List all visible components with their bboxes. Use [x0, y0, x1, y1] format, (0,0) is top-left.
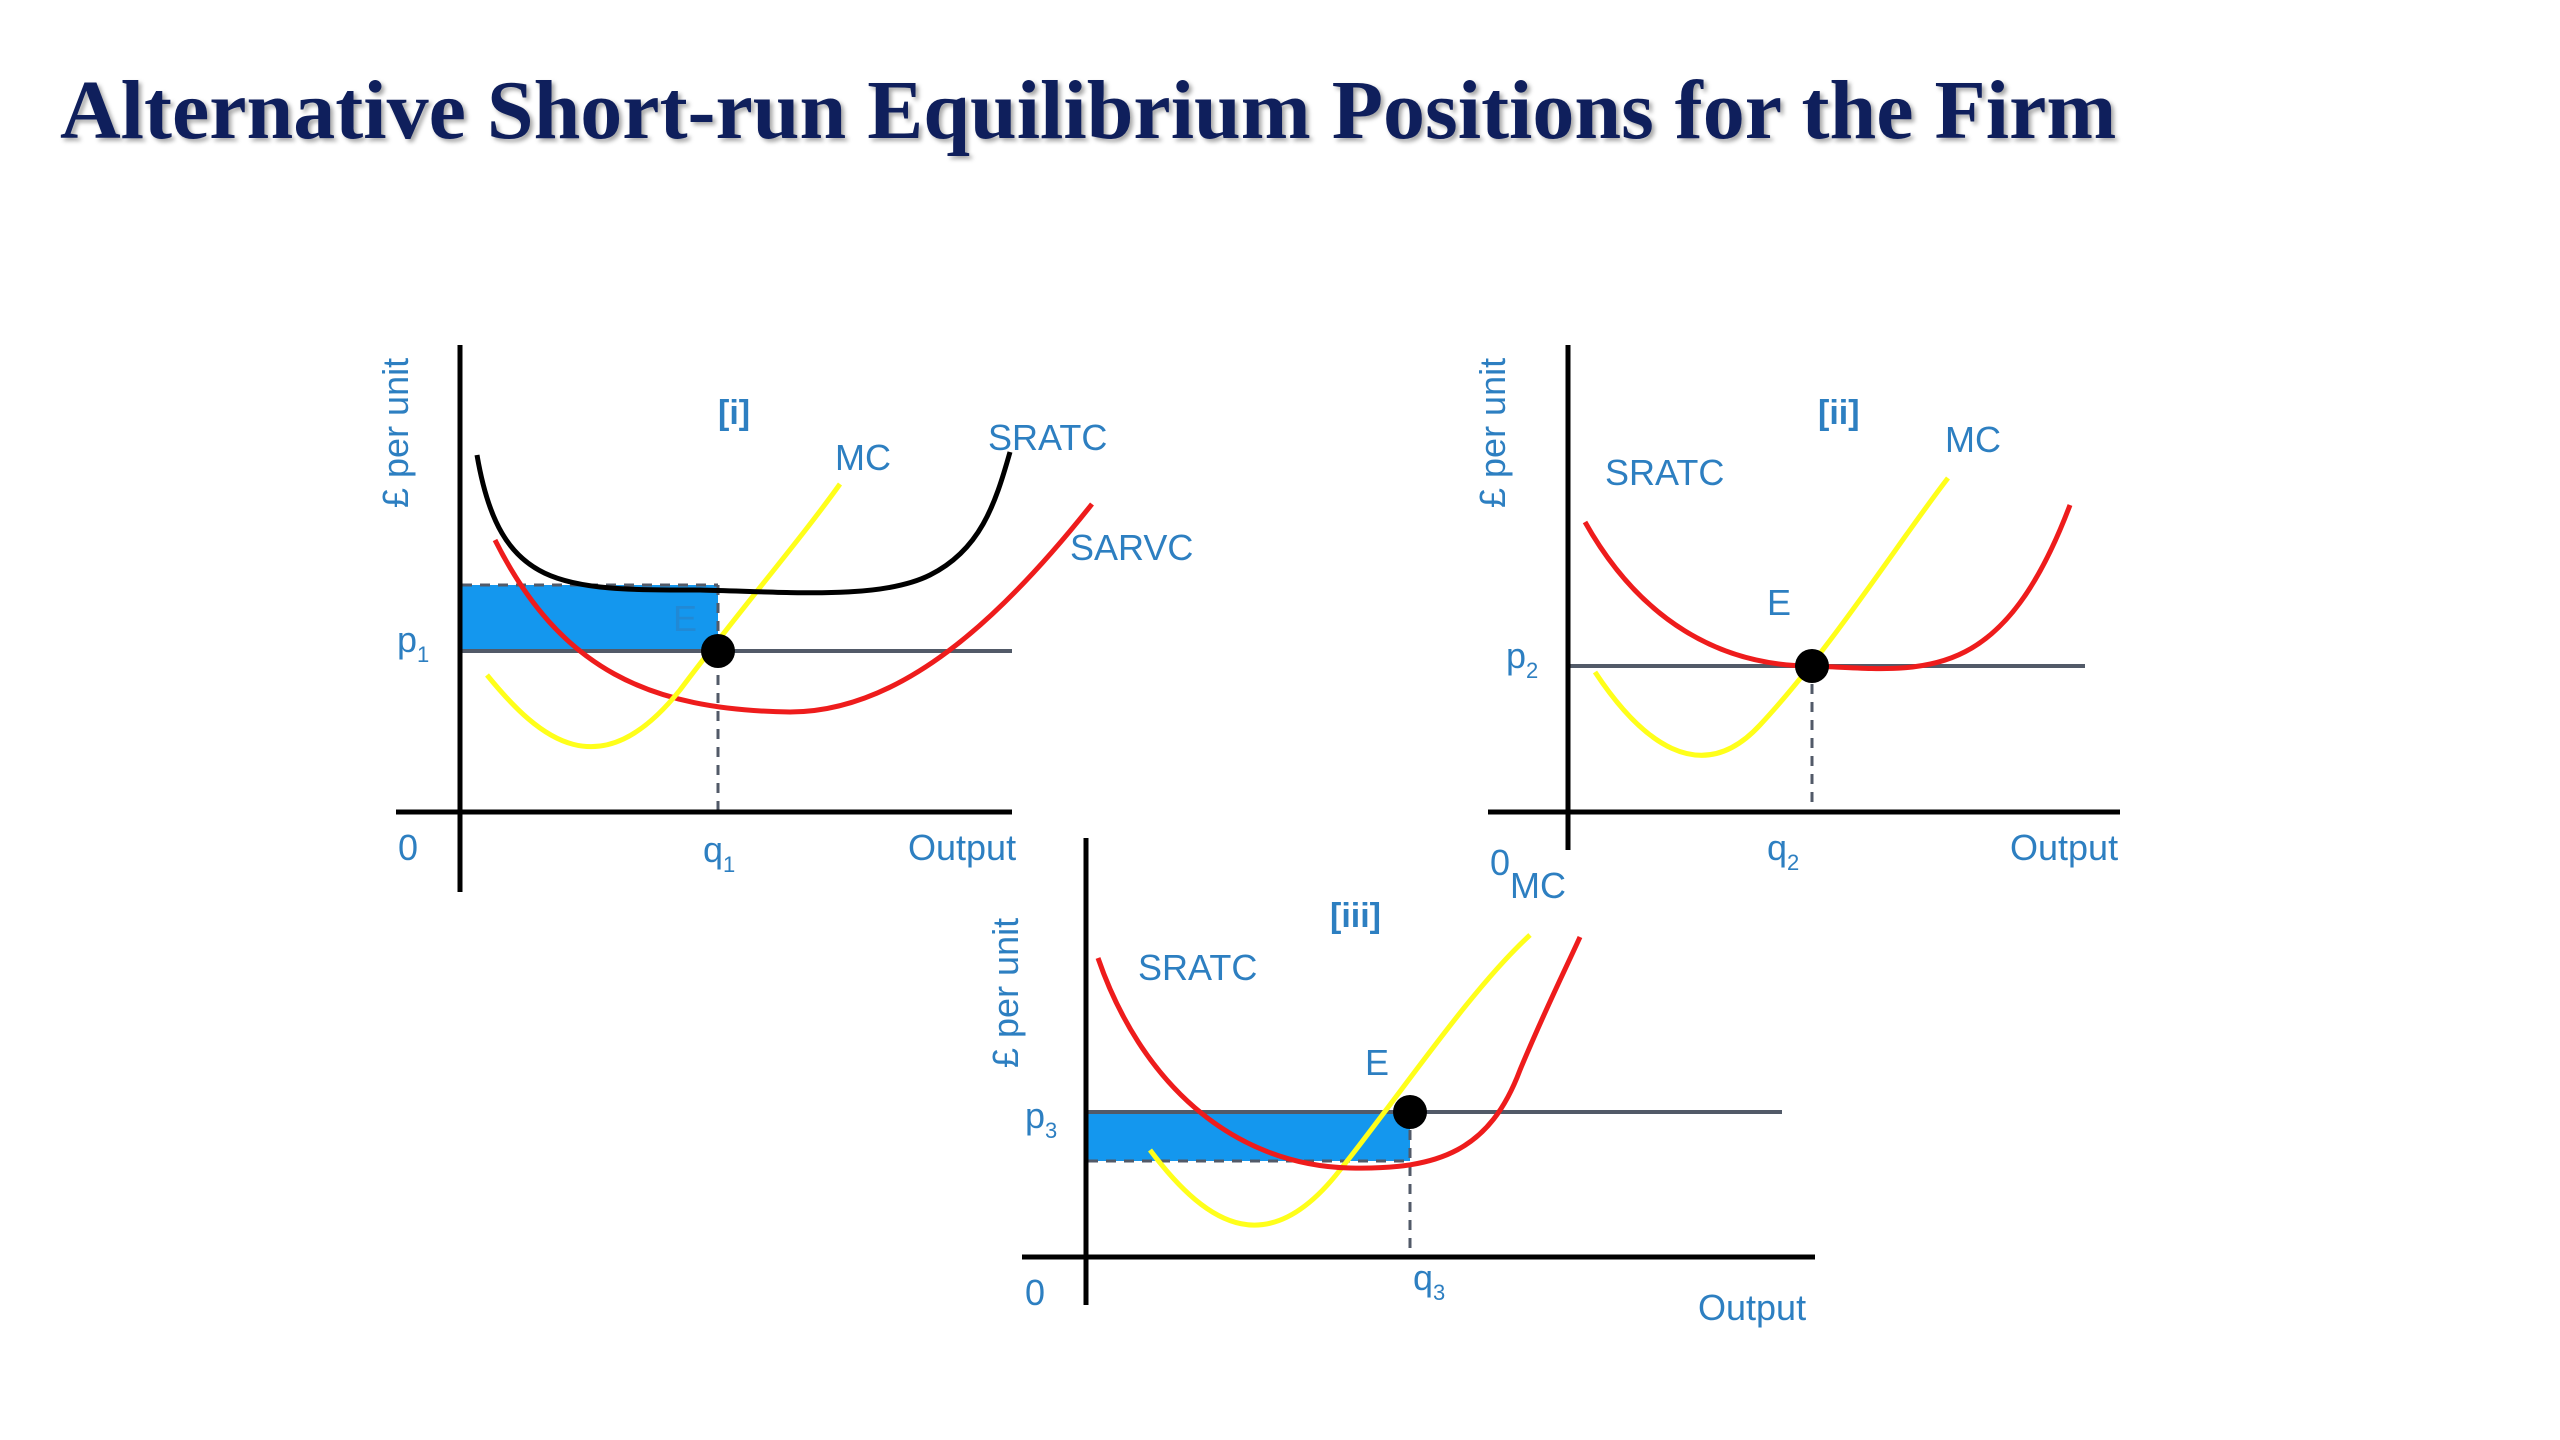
mc-curve: [1592, 476, 1950, 758]
origin-label: 0: [398, 827, 418, 868]
price-label: p1: [397, 619, 429, 667]
origin-label: 0: [1025, 1272, 1045, 1313]
price-label: p2: [1506, 635, 1538, 683]
point-label: E: [1365, 1042, 1389, 1083]
curve-label-sratc: SRATC: [1138, 947, 1257, 988]
origin-label: 0: [1490, 842, 1510, 883]
panel-i: [i] MC SRATC SARVC E p1 q1 0 Output £ pe…: [375, 345, 1193, 892]
x-axis-label: Output: [2010, 827, 2118, 868]
price-label: p3: [1025, 1095, 1057, 1143]
slide-title: Alternative Short-run Equilibrium Positi…: [60, 64, 2117, 157]
x-axis-label: Output: [1698, 1287, 1806, 1328]
equilibrium-point: [1795, 649, 1829, 683]
panel-tag: [ii]: [1818, 394, 1860, 432]
point-label: E: [673, 598, 697, 639]
panel-iii: [iii] SRATC MC E p3 q3 0 Output £ per un…: [985, 838, 1815, 1328]
loss-area: [462, 585, 718, 651]
y-axis-label: £ per unit: [1472, 358, 1513, 508]
profit-area: [1088, 1112, 1410, 1161]
quantity-label: q2: [1767, 827, 1799, 875]
curve-label-sarvc: SARVC: [1070, 527, 1193, 568]
sratc-curve: [474, 451, 1013, 596]
curve-label-sratc: SRATC: [1605, 452, 1724, 493]
curve-label-sratc: SRATC: [988, 417, 1107, 458]
curve-label-mc: MC: [835, 437, 891, 478]
sarvc-curve: [492, 502, 1094, 715]
x-axis-label: Output: [908, 827, 1016, 868]
curve-label-mc: MC: [1510, 865, 1566, 906]
curve-label-mc: MC: [1945, 419, 2001, 460]
point-label: E: [1767, 582, 1791, 623]
sratc-curve: [1095, 935, 1583, 1171]
y-axis-label: £ per unit: [375, 358, 416, 508]
quantity-label: q1: [703, 829, 735, 877]
equilibrium-point: [1393, 1095, 1427, 1129]
mc-curve: [485, 482, 843, 750]
panel-tag: [i]: [718, 394, 750, 432]
panel-tag: [iii]: [1330, 897, 1381, 935]
y-axis-label: £ per unit: [985, 918, 1026, 1068]
panel-ii: [ii] SRATC MC E p2 q2 0 Output £ per uni…: [1472, 345, 2120, 883]
equilibrium-point: [701, 634, 735, 668]
quantity-label: q3: [1413, 1257, 1445, 1305]
